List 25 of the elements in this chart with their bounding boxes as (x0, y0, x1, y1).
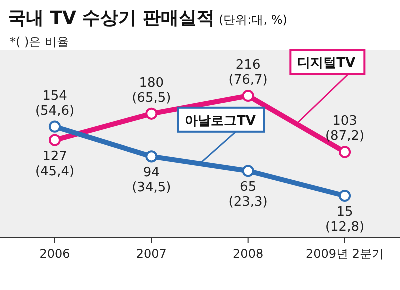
data-label: 94 (34,5) (132, 166, 172, 196)
x-tick-label: 2008 (233, 247, 264, 261)
text: 아날로그TV (185, 114, 256, 129)
data-label: 127 (45,4) (35, 149, 75, 180)
point (338, 146, 352, 158)
point (242, 165, 254, 178)
text: *( )은 비율 (10, 35, 69, 49)
data-label: 65 (23,3) (228, 180, 268, 210)
data-label: 180 (65,5) (132, 76, 172, 106)
x-tick-label: 2009년 2분기 (306, 247, 384, 261)
point (338, 190, 352, 202)
data-label: 15 (12,8) (325, 205, 365, 235)
point (48, 134, 62, 146)
x-tick-label: 2006 (40, 247, 70, 261)
point (48, 120, 62, 133)
point (242, 90, 254, 102)
point (146, 150, 158, 163)
data-label: 216 (76,7) (228, 58, 268, 88)
point (146, 108, 158, 120)
chart-title: 국내 TV 수상기 판매실적 (8, 8, 216, 29)
data-label: 103 (87,2) (325, 114, 365, 144)
text: 디지털TV (298, 56, 356, 72)
data-label: 154 (54,6) (35, 88, 75, 119)
chart-subtitle: (단위:대, %) (219, 13, 288, 27)
x-tick-label: 2007 (136, 247, 167, 261)
